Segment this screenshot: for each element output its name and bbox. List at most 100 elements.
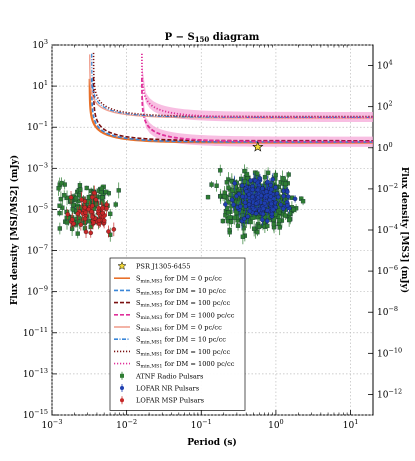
data-point (286, 217, 292, 223)
data-point (260, 211, 266, 217)
data-point (69, 226, 75, 231)
data-point (108, 211, 113, 217)
data-point (228, 215, 233, 220)
data-point (75, 211, 81, 217)
data-point (232, 215, 237, 220)
x-axis-label: Period (s) (187, 437, 236, 448)
data-point (96, 218, 102, 223)
data-point (68, 195, 74, 200)
data-point (248, 178, 253, 183)
data-point (62, 193, 67, 198)
data-point (273, 172, 278, 178)
sensitivity-band (142, 64, 373, 122)
data-point (268, 194, 274, 199)
y-tick-label-left: 10−1 (27, 120, 48, 133)
data-point (286, 172, 291, 177)
y-tick-label-left: 10−13 (23, 367, 48, 380)
data-point (64, 220, 70, 225)
legend-circle-marker (120, 386, 124, 390)
data-point (75, 231, 80, 236)
data-point (111, 227, 117, 232)
data-point (113, 202, 118, 207)
data-point (209, 182, 214, 187)
data-point (93, 197, 99, 202)
data-point (275, 194, 281, 200)
data-point (231, 202, 236, 208)
data-point (73, 195, 79, 201)
data-point (86, 206, 91, 212)
y-tick-label-left: 10−3 (27, 161, 48, 174)
sensitivity-bands (142, 64, 373, 147)
y-axis-label-left: Flux density [MSI/MS2] (mJy) (9, 155, 20, 305)
data-point (205, 194, 211, 200)
sensitivity-curve (90, 78, 373, 143)
y-axis-label-right: Flux density [MS3] (mJy) (399, 167, 410, 293)
y-tick-label-right: 10−12 (377, 387, 402, 400)
data-point (83, 210, 88, 215)
data-point (57, 226, 63, 231)
legend-circle-marker (120, 398, 124, 403)
legend-label: LOFAR MSP Pulsars (136, 397, 205, 405)
data-point (273, 185, 278, 190)
legend: PSR J1305-6455 Smin,MS3 for DM = 0 pc/cc S… (109, 257, 246, 411)
data-point (265, 218, 270, 224)
legend-label: Smin,MS1 for DM = 0 pc/cc (136, 324, 222, 334)
data-point (287, 211, 293, 216)
data-point (270, 177, 275, 182)
data-point (262, 200, 267, 206)
legend-star-icon (117, 261, 127, 270)
data-point (292, 196, 298, 202)
data-point (241, 226, 246, 231)
data-point (222, 190, 227, 195)
sensitivity-curve (91, 53, 373, 119)
x-tick-label: 101 (343, 418, 359, 431)
data-point (99, 186, 105, 191)
y-tick-label-left: 10−15 (23, 408, 48, 421)
data-point (285, 194, 291, 199)
data-point (106, 229, 111, 234)
data-point (78, 187, 83, 192)
data-point (57, 203, 62, 208)
data-point (78, 222, 84, 227)
legend-label: Smin,MS1 for DM = 10 pc/cc (136, 336, 226, 346)
data-point (281, 193, 286, 199)
data-point (242, 200, 248, 205)
data-point (255, 187, 261, 193)
data-point (234, 193, 239, 199)
data-point (82, 205, 88, 210)
data-point (245, 176, 250, 181)
x-tick-label: 10−1 (191, 418, 212, 431)
data-point (96, 205, 101, 211)
data-point (220, 218, 226, 224)
data-point (239, 176, 244, 182)
legend-label: PSR J1305-6455 (136, 263, 190, 271)
data-point (243, 204, 248, 209)
data-point (268, 182, 273, 188)
data-point (103, 189, 108, 195)
sensitivity-curves (88, 52, 373, 144)
data-point (280, 206, 286, 212)
chart-title: P − S150 diagram (165, 32, 260, 44)
data-point (250, 194, 255, 200)
data-point (229, 197, 235, 203)
data-point (116, 188, 121, 193)
data-point (71, 202, 76, 208)
data-point (226, 210, 231, 215)
data-point (84, 185, 89, 191)
data-point (253, 211, 259, 216)
data-point (59, 180, 64, 186)
data-point (70, 207, 75, 212)
data-point (265, 208, 270, 213)
data-point (83, 229, 89, 235)
y-tick-label-left: 10−7 (27, 244, 48, 257)
data-point (283, 213, 288, 218)
y-tick-label-right: 10−4 (377, 223, 398, 236)
data-point (244, 189, 249, 194)
legend-label: Smin,MS3 for DM = 1000 pc/cc (136, 311, 235, 321)
y-tick-label-right: 102 (377, 100, 393, 113)
y-tick-label-left: 103 (32, 38, 48, 51)
pulsar-points (56, 141, 306, 245)
data-point (57, 210, 62, 216)
data-point (88, 230, 94, 236)
